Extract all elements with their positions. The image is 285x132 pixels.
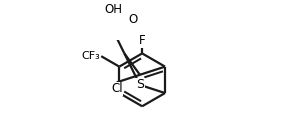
Text: S: S [136, 78, 144, 91]
Text: Cl: Cl [111, 82, 123, 95]
Text: CF₃: CF₃ [81, 51, 100, 61]
Text: OH: OH [104, 3, 122, 16]
Text: O: O [128, 13, 137, 26]
Text: F: F [139, 34, 145, 47]
